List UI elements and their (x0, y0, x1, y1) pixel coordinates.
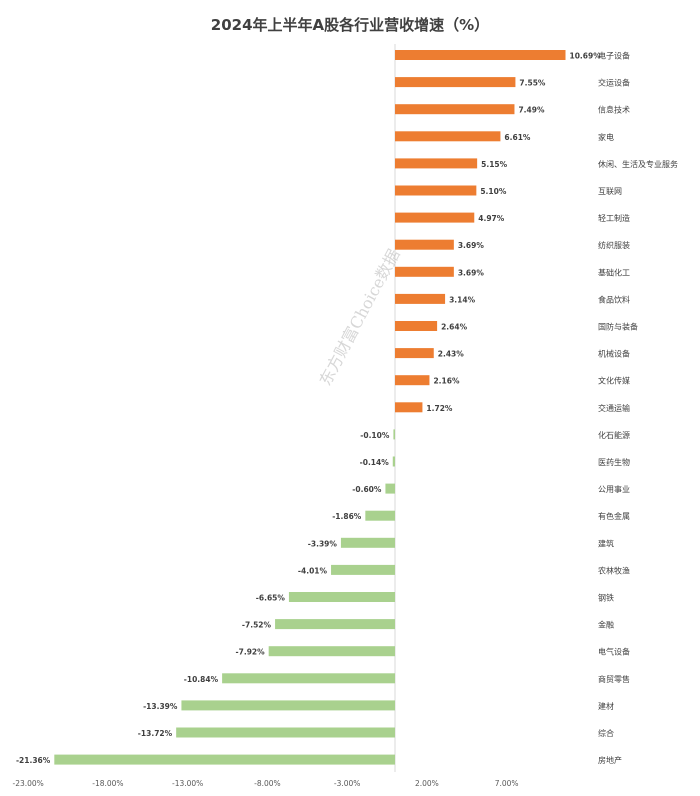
data-label: -0.60% (352, 485, 382, 494)
data-label: -7.52% (242, 621, 272, 630)
data-label: 4.97% (478, 214, 505, 223)
data-label: -3.39% (308, 539, 338, 548)
bar (395, 77, 516, 88)
x-tick-label: -18.00% (92, 779, 123, 788)
category-label: 文化传媒 (598, 376, 630, 386)
data-label: 3.69% (458, 268, 485, 277)
category-label: 农林牧渔 (598, 565, 630, 575)
bar (395, 239, 454, 250)
category-label: 电气设备 (598, 647, 630, 657)
bar (395, 402, 423, 413)
category-label: 医药生物 (598, 457, 630, 467)
x-tick-label: 2.00% (415, 779, 439, 788)
bar (395, 104, 515, 115)
data-label: -1.86% (332, 512, 362, 521)
data-label: -0.14% (360, 458, 390, 467)
data-label: 6.61% (504, 133, 531, 142)
chart-title: 2024年上半年A股各行业营收增速（%） (210, 16, 490, 34)
bar (395, 158, 478, 169)
bar (181, 700, 395, 711)
bar (331, 564, 395, 575)
category-label: 有色金属 (598, 511, 630, 521)
data-label: 2.43% (438, 350, 465, 359)
data-label: -13.72% (138, 729, 173, 738)
data-label: -21.36% (16, 756, 51, 765)
data-label: -4.01% (298, 566, 328, 575)
data-label: -0.10% (360, 431, 390, 440)
bar (395, 348, 434, 359)
category-label: 基础化工 (598, 267, 630, 277)
bar (395, 321, 438, 331)
bar (395, 266, 454, 277)
bar (393, 429, 395, 440)
bar (385, 483, 395, 494)
category-label: 纺织服装 (598, 240, 630, 250)
data-label: 7.49% (518, 106, 545, 115)
category-label: 化石能源 (598, 430, 630, 440)
category-label: 机械设备 (598, 349, 630, 359)
category-label: 交通运输 (598, 403, 630, 413)
bar (395, 185, 477, 196)
category-label: 金融 (598, 620, 614, 630)
category-label: 电子设备 (598, 51, 630, 61)
data-label: 3.69% (458, 241, 485, 250)
category-label: 公用事业 (598, 484, 630, 494)
data-label: 5.15% (481, 160, 508, 169)
bar (395, 212, 475, 223)
category-label: 家电 (598, 132, 614, 142)
data-label: 3.14% (449, 295, 476, 304)
category-label: 商贸零售 (598, 674, 630, 684)
data-label: -13.39% (143, 702, 178, 711)
bar (392, 456, 395, 467)
bar (288, 592, 395, 602)
bar (340, 537, 395, 548)
bar (395, 293, 446, 304)
bar (176, 727, 395, 738)
data-label: -10.84% (184, 675, 219, 684)
category-label: 钢铁 (598, 593, 614, 603)
data-label: -7.92% (236, 648, 266, 657)
bar (275, 619, 395, 630)
data-label: 1.72% (426, 404, 453, 413)
data-label: 5.10% (480, 187, 507, 196)
bar (395, 375, 430, 386)
bar (222, 673, 395, 684)
category-label: 食品饮料 (598, 294, 630, 304)
data-label: 2.64% (441, 323, 468, 332)
data-label: 7.55% (519, 79, 546, 88)
data-label: -6.65% (256, 594, 286, 603)
bar (365, 510, 395, 521)
category-label: 轻工制造 (598, 213, 630, 223)
bar (268, 646, 395, 657)
x-tick-label: 7.00% (495, 779, 519, 788)
category-label: 互联网 (598, 187, 622, 196)
x-tick-label: -3.00% (334, 779, 361, 788)
bar (54, 754, 396, 765)
x-tick-label: -8.00% (254, 779, 281, 788)
data-label: 10.69% (570, 52, 602, 61)
category-label: 休闲、生活及专业服务 (598, 159, 678, 169)
category-label: 信息技术 (598, 105, 630, 115)
category-label: 建材 (598, 701, 614, 711)
category-label: 国防与装备 (598, 322, 638, 332)
category-label: 交运设备 (598, 78, 630, 88)
x-tick-label: -23.00% (12, 779, 43, 788)
category-label: 建筑 (598, 538, 614, 548)
bar (395, 131, 501, 142)
category-label: 综合 (598, 728, 614, 738)
category-label: 房地产 (598, 755, 622, 765)
data-label: 2.16% (433, 377, 460, 386)
x-tick-label: -13.00% (172, 779, 203, 788)
bar (395, 50, 566, 60)
